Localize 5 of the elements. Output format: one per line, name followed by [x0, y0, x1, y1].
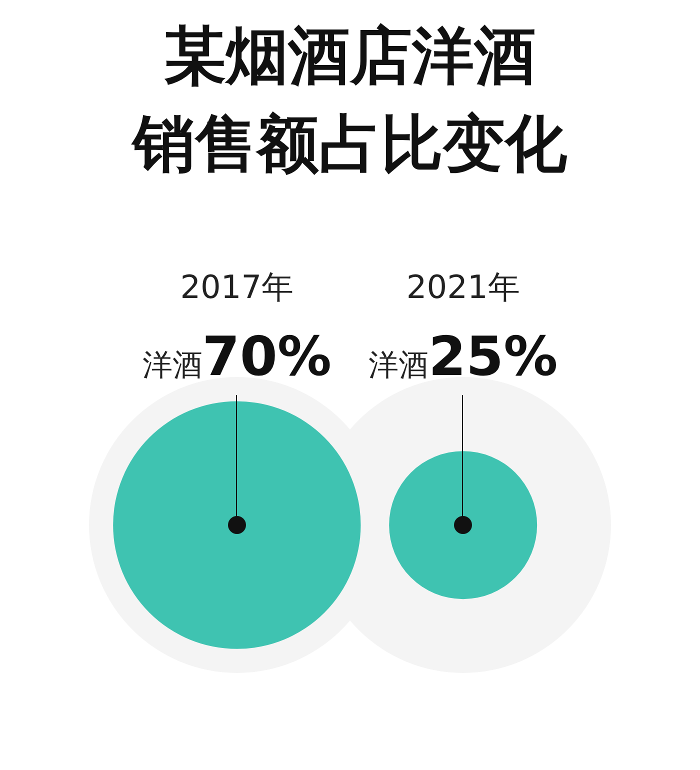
data-label: 洋酒25% [368, 325, 558, 388]
category-label: 2021年 [406, 268, 520, 306]
data-label: 洋酒70% [142, 325, 332, 388]
category-label: 2017年 [180, 268, 294, 306]
text: 某烟酒店洋酒销售额占比变化 [130, 18, 568, 182]
